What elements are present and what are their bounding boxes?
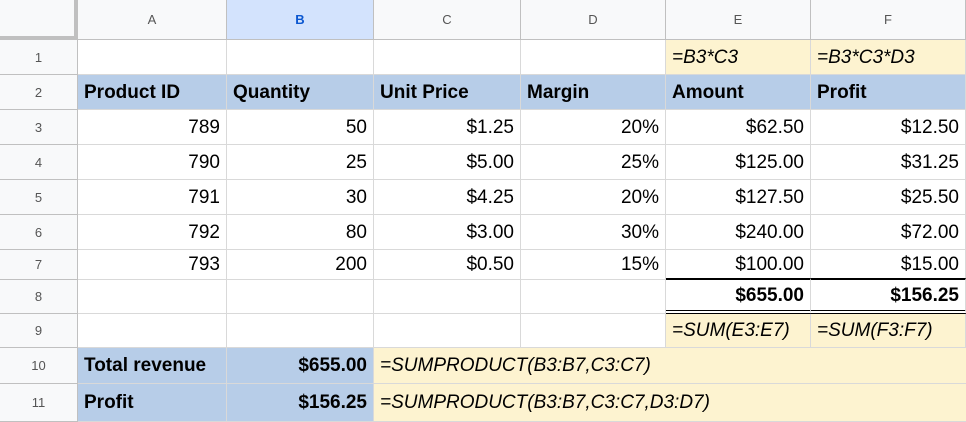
row-header-2[interactable]: 2 (0, 75, 78, 110)
cell-c9[interactable] (374, 314, 521, 348)
cell-a5[interactable]: 791 (78, 180, 227, 215)
cell-f6[interactable]: $72.00 (811, 215, 966, 250)
cell-e8-total[interactable]: $655.00 (666, 278, 811, 314)
cell-c8[interactable] (374, 280, 521, 314)
row-header-7[interactable]: 7 (0, 250, 78, 280)
cell-c1[interactable] (374, 40, 521, 75)
cell-a10-label[interactable]: Total revenue (78, 348, 227, 384)
cell-f9-formula-note[interactable]: =SUM(F3:F7) (811, 314, 966, 348)
cell-e5[interactable]: $127.50 (666, 180, 811, 215)
cell-f5[interactable]: $25.50 (811, 180, 966, 215)
select-all-corner[interactable] (0, 0, 78, 40)
cell-c3[interactable]: $1.25 (374, 110, 521, 145)
cell-a8[interactable] (78, 280, 227, 314)
row-header-1[interactable]: 1 (0, 40, 78, 75)
cell-d5[interactable]: 20% (521, 180, 666, 215)
cell-b3[interactable]: 50 (227, 110, 374, 145)
cell-b8[interactable] (227, 280, 374, 314)
cell-e4[interactable]: $125.00 (666, 145, 811, 180)
cell-e9-formula-note[interactable]: =SUM(E3:E7) (666, 314, 811, 348)
cell-b2-header[interactable]: Quantity (227, 75, 374, 110)
cell-d4[interactable]: 25% (521, 145, 666, 180)
cell-c11-formula-note[interactable]: =SUMPRODUCT(B3:B7,C3:C7,D3:D7) (374, 384, 966, 422)
cell-d6[interactable]: 30% (521, 215, 666, 250)
cell-a9[interactable] (78, 314, 227, 348)
cell-d2-header[interactable]: Margin (521, 75, 666, 110)
row-header-4[interactable]: 4 (0, 145, 78, 180)
cell-b5[interactable]: 30 (227, 180, 374, 215)
cell-d1[interactable] (521, 40, 666, 75)
cell-b10-value[interactable]: $655.00 (227, 348, 374, 384)
cell-e7[interactable]: $100.00 (666, 250, 811, 280)
cell-e6[interactable]: $240.00 (666, 215, 811, 250)
cell-d8[interactable] (521, 280, 666, 314)
cell-d3[interactable]: 20% (521, 110, 666, 145)
column-header-f[interactable]: F (811, 0, 966, 40)
row-header-11[interactable]: 11 (0, 384, 78, 422)
row-header-3[interactable]: 3 (0, 110, 78, 145)
cell-b1[interactable] (227, 40, 374, 75)
cell-f2-header[interactable]: Profit (811, 75, 966, 110)
cell-f7[interactable]: $15.00 (811, 250, 966, 280)
row-header-6[interactable]: 6 (0, 215, 78, 250)
cell-f8-total[interactable]: $156.25 (811, 278, 966, 314)
cell-a6[interactable]: 792 (78, 215, 227, 250)
column-header-b[interactable]: B (227, 0, 374, 40)
cell-b6[interactable]: 80 (227, 215, 374, 250)
cell-b4[interactable]: 25 (227, 145, 374, 180)
column-header-d[interactable]: D (521, 0, 666, 40)
cell-e1-formula-note[interactable]: =B3*C3 (666, 40, 811, 75)
cell-d7[interactable]: 15% (521, 250, 666, 280)
cell-a2-header[interactable]: Product ID (78, 75, 227, 110)
cell-c6[interactable]: $3.00 (374, 215, 521, 250)
cell-c2-header[interactable]: Unit Price (374, 75, 521, 110)
column-header-a[interactable]: A (78, 0, 227, 40)
cell-c10-formula-note[interactable]: =SUMPRODUCT(B3:B7,C3:C7) (374, 348, 966, 384)
cell-f3[interactable]: $12.50 (811, 110, 966, 145)
cell-e3[interactable]: $62.50 (666, 110, 811, 145)
row-header-10[interactable]: 10 (0, 348, 78, 384)
row-header-8[interactable]: 8 (0, 280, 78, 314)
cell-a1[interactable] (78, 40, 227, 75)
cell-f1-formula-note[interactable]: =B3*C3*D3 (811, 40, 966, 75)
cell-c5[interactable]: $4.25 (374, 180, 521, 215)
cell-e2-header[interactable]: Amount (666, 75, 811, 110)
row-header-5[interactable]: 5 (0, 180, 78, 215)
cell-a4[interactable]: 790 (78, 145, 227, 180)
cell-c7[interactable]: $0.50 (374, 250, 521, 280)
cell-a11-label[interactable]: Profit (78, 384, 227, 422)
cell-b9[interactable] (227, 314, 374, 348)
cell-d9[interactable] (521, 314, 666, 348)
cell-b11-value[interactable]: $156.25 (227, 384, 374, 422)
cell-f4[interactable]: $31.25 (811, 145, 966, 180)
cell-c4[interactable]: $5.00 (374, 145, 521, 180)
cell-b7[interactable]: 200 (227, 250, 374, 280)
cell-a3[interactable]: 789 (78, 110, 227, 145)
cell-a7[interactable]: 793 (78, 250, 227, 280)
column-header-c[interactable]: C (374, 0, 521, 40)
row-header-9[interactable]: 9 (0, 314, 78, 348)
column-header-e[interactable]: E (666, 0, 811, 40)
